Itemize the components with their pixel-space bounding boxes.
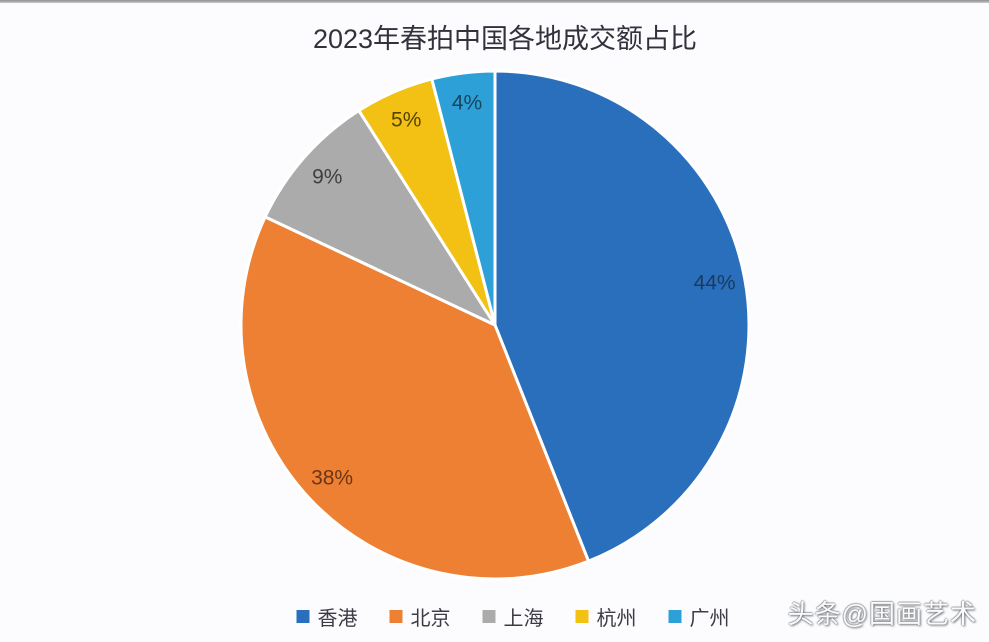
top-border-line [0, 0, 989, 3]
legend-item-北京: 北京 [389, 602, 451, 631]
legend-label: 北京 [410, 608, 451, 630]
legend-item-上海: 上海 [482, 602, 544, 631]
legend-swatch-icon [668, 610, 682, 623]
slice-label-广州: 4% [452, 92, 482, 115]
legend-item-杭州: 杭州 [575, 602, 637, 631]
legend-item-广州: 广州 [668, 602, 730, 631]
slice-label-上海: 9% [312, 166, 342, 189]
legend-swatch-icon [296, 610, 310, 623]
legend-swatch-icon [389, 610, 403, 623]
pie-slice-北京 [239, 215, 590, 581]
legend-swatch-icon [575, 610, 589, 623]
chart-title: 2023年春拍中国各地成交额占比 [312, 24, 698, 54]
legend-swatch-icon [482, 610, 496, 623]
legend-label: 上海 [503, 608, 544, 630]
pie-slice-广州 [430, 69, 497, 327]
pie-chart: 44% 38% 9% 5% 4% [239, 69, 751, 581]
legend-label: 香港 [317, 608, 358, 630]
legend-item-香港: 香港 [296, 602, 358, 631]
legend-label: 广州 [689, 608, 730, 630]
slice-label-北京: 38% [311, 467, 353, 490]
legend-label: 杭州 [596, 608, 637, 630]
watermark: 头条@国画艺术 [787, 599, 977, 629]
pie-slice-上海 [263, 109, 497, 327]
slice-label-杭州: 5% [391, 108, 421, 131]
legend: 香港 北京 上海 杭州 广州 [296, 602, 730, 631]
slice-label-香港: 44% [694, 272, 736, 295]
pie-slice-香港 [493, 69, 751, 563]
